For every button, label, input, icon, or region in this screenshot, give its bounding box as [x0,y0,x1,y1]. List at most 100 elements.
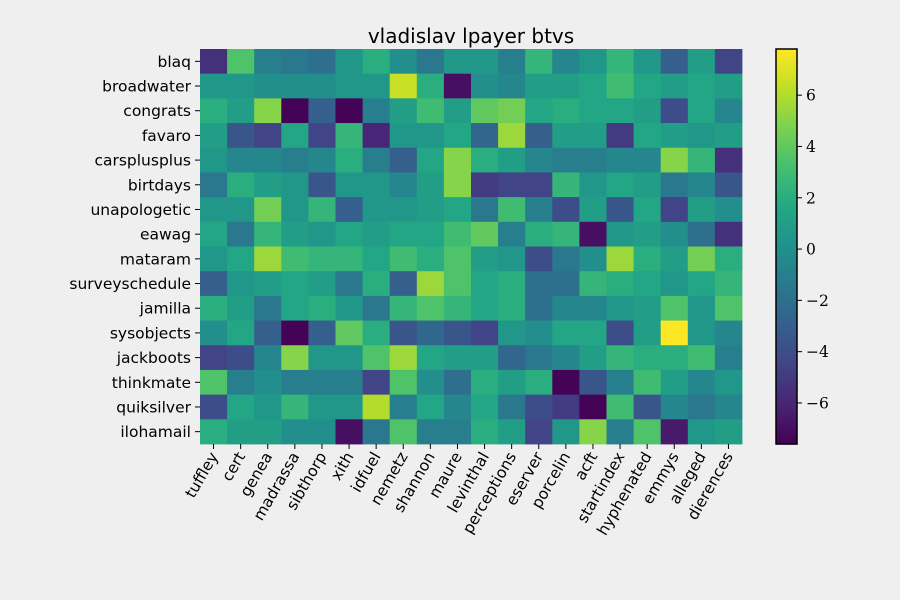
heatmap-cell [525,394,553,420]
heatmap-cell [687,271,716,297]
heatmap-cell [471,320,499,346]
heatmap-cell [335,197,363,223]
heatmap-cell [579,172,607,198]
heatmap-cell [281,147,309,173]
heatmap-cell [552,172,580,198]
heatmap-cell [362,73,391,99]
heatmap-cell [200,369,228,396]
colorbar-segment [776,440,797,445]
heatmap-cell [416,73,445,99]
colorbar-segment [776,154,797,159]
colorbar-segment [776,203,797,208]
colorbar-segment [776,266,797,271]
heatmap-cell [389,197,418,223]
colorbar-segment [776,381,797,386]
heatmap-cell [633,98,662,124]
y-tick-label: mataram [120,250,191,268]
heatmap-cell [633,419,662,445]
colorbar-segment [776,190,797,195]
heatmap-cell [443,271,472,297]
heatmap-cell [633,295,662,321]
heatmap-cell [308,246,336,272]
heatmap-cell [552,320,580,346]
y-tick-label: congrats [123,102,191,120]
heatmap-cell [633,246,662,272]
heatmap-cell [200,49,228,75]
heatmap-cell [227,147,255,173]
heatmap-cell [660,98,689,124]
colorbar-segment [776,68,797,73]
x-axis-ticks: tuffleycertgeneamadrassasibthorpxithidfu… [182,444,737,539]
heatmap-cell [389,295,418,321]
heatmap-cell [281,49,309,75]
colorbar-segment [776,134,797,139]
heatmap-cell [254,147,282,173]
colorbar-segment [776,88,797,93]
heatmap-cell [633,394,662,420]
heatmap-cell [281,394,309,420]
heatmap-cell [389,123,418,149]
colorbar-segment [776,137,797,142]
heatmap-cell [579,345,607,371]
heatmap-cells [200,49,743,445]
x-tick-label: tuffley [182,449,222,501]
heatmap-cell [254,369,282,396]
heatmap-cell [443,73,472,99]
heatmap-cell [714,345,743,371]
heatmap-cell [552,221,580,247]
heatmap-cell [498,394,526,420]
heatmap-cell [525,345,553,371]
colorbar-segment [776,322,797,327]
heatmap-cell [443,394,472,420]
heatmap-cell [335,123,363,149]
heatmap-cell [606,172,634,198]
colorbar-tick-label: −4 [806,343,829,361]
heatmap-cell [633,172,662,198]
heatmap-cell [579,221,607,247]
heatmap-cell [471,221,499,247]
heatmap-cell [443,345,472,371]
heatmap-cell [362,369,391,396]
heatmap-cell [308,369,336,396]
colorbar-segment [776,49,797,53]
heatmap-cell [525,73,553,99]
heatmap-cell [525,246,553,272]
heatmap-cell [606,271,634,297]
colorbar-segment [776,216,797,221]
heatmap-cell [525,98,553,124]
colorbar-segment [776,151,797,155]
heatmap-cell [714,419,743,445]
colorbar-segment [776,177,797,182]
colorbar-tick-label: 4 [806,138,816,156]
heatmap-cell [308,147,336,173]
heatmap-cell [687,98,716,124]
colorbar-segment [776,272,797,277]
heatmap-cell [443,369,472,396]
colorbar-segment [776,249,797,254]
heatmap-cell [443,123,472,149]
heatmap-cell [389,246,418,272]
colorbar-segment [776,256,797,261]
colorbar-segment [776,207,797,211]
heatmap-cell [227,73,255,99]
colorbar-segment [776,341,797,346]
heatmap-cell [362,98,391,124]
heatmap-cell [254,320,282,346]
colorbar-segment [776,187,797,192]
heatmap-cell [227,419,255,445]
heatmap-cell [471,98,499,124]
heatmap-cell [308,320,336,346]
heatmap-cell [281,369,309,396]
y-tick-label: favaro [142,127,191,145]
heatmap-cell [471,147,499,173]
heatmap-cell [687,221,716,247]
colorbar-segment [776,246,797,251]
heatmap-cell [254,295,282,321]
heatmap-cell [389,271,418,297]
heatmap-cell [498,172,526,198]
heatmap-cell [552,295,580,321]
heatmap-cell [227,221,255,247]
heatmap-cell [362,123,391,149]
colorbar-segment [776,397,797,402]
y-tick-label: jamilla [139,300,191,318]
